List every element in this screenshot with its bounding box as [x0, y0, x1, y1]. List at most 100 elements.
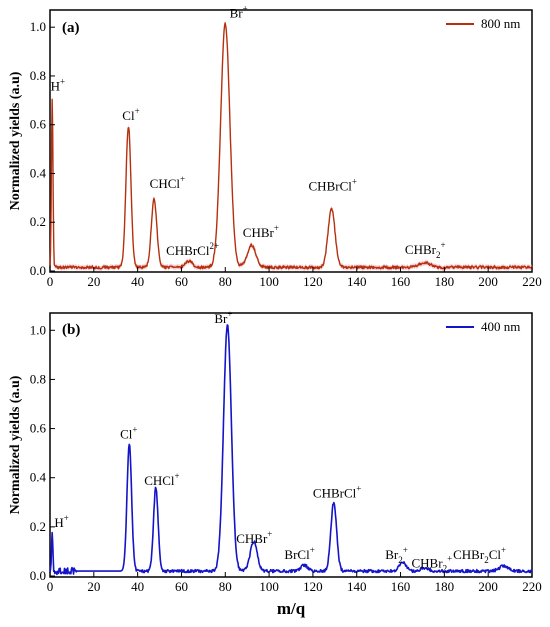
peak-label-sup: + — [356, 483, 361, 493]
peak-label-base: Br — [385, 547, 399, 562]
x-tick-label: 180 — [435, 579, 455, 594]
x-tick-label: 40 — [131, 579, 144, 594]
panel-b-chart: 0 20 40 60 80 100 120 140 160 180 200 220 0.0 0.2 0.4 0… — [8, 309, 542, 594]
peak-label-base: CHBr — [243, 225, 275, 240]
peak-label: CHBr2Cl+ — [453, 545, 506, 565]
x-tick-label: 0 — [47, 274, 54, 289]
x-tick-label: 200 — [478, 274, 498, 289]
peak-label-sup: + — [403, 545, 408, 555]
y-tick-label: 0.4 — [30, 470, 47, 485]
peak-label-base: H — [51, 79, 60, 94]
peak-label: Cl+ — [122, 106, 139, 123]
y-tick-label: 0.2 — [30, 214, 46, 229]
peak-label-sub: 2 — [484, 555, 489, 565]
peak-label: CHBr+ — [243, 223, 279, 240]
peak-label: H+ — [51, 77, 65, 94]
x-tick-label: 20 — [87, 579, 100, 594]
peak-label-sup: + — [274, 223, 279, 233]
peak-label: CHBr+ — [236, 529, 272, 546]
panel-a-frame — [49, 9, 533, 273]
peak-label: Br2+ — [385, 545, 408, 565]
peak-label: BrCl+ — [284, 545, 314, 562]
x-tick-label: 160 — [391, 274, 411, 289]
panel-a-label: (a) — [62, 20, 80, 36]
peak-label-base: CHBrCl — [313, 485, 357, 500]
peak-label: CHCl+ — [150, 174, 185, 191]
panel-a-y-axis-label: Normalized yields (a.u) — [8, 71, 23, 210]
x-tick-label: 80 — [219, 579, 232, 594]
peak-label-sub: 2 — [443, 563, 448, 573]
peak-label-base: CHBr — [236, 531, 268, 546]
peak-label-sup: + — [447, 553, 452, 563]
x-tick-label: 180 — [435, 274, 455, 289]
peak-label-base: Br — [214, 311, 228, 326]
y-tick-label: 0.0 — [30, 568, 46, 583]
series-400nm-line — [49, 324, 533, 576]
peak-label-sup: + — [501, 545, 506, 555]
x-tick-label: 140 — [347, 274, 367, 289]
peak-label: CHCl+ — [144, 471, 179, 488]
peak-label-base: CHCl — [144, 473, 175, 488]
x-tick-label: 40 — [131, 274, 144, 289]
peak-label-base: Br — [230, 5, 244, 20]
y-tick-label: 0.6 — [30, 421, 47, 436]
y-tick-label: 1.0 — [30, 322, 46, 337]
x-tick-label: 60 — [175, 579, 188, 594]
peak-label-sup: + — [60, 77, 65, 87]
peak-label: CHBrCl+ — [313, 483, 361, 500]
panel-b-frame — [49, 312, 533, 578]
peak-label-sup: + — [132, 424, 137, 434]
peak-label-base: CHBr — [453, 547, 485, 562]
series-800nm-fill — [50, 20, 532, 272]
peak-label-base: H — [54, 515, 63, 530]
x-tick-label: 220 — [522, 274, 542, 289]
series-800nm-line — [49, 22, 533, 270]
panel-a-chart: 0 20 40 60 80 100 120 140 160 180 200 220 0.0 0.2 0.4 0… — [8, 3, 542, 289]
x-tick-label: 220 — [522, 579, 542, 594]
y-tick-label: 0.8 — [30, 68, 46, 83]
peak-label-sup: + — [175, 471, 180, 481]
peak-label-sup: + — [227, 309, 232, 319]
peak-label: Br+ — [214, 309, 232, 326]
legend-a-label: 800 nm — [481, 16, 520, 31]
peak-label-sup: + — [243, 3, 248, 13]
legend-a: 800 nm — [446, 16, 520, 31]
peak-label: CHBrCl+ — [309, 177, 357, 194]
y-tick-label: 0.0 — [30, 263, 46, 278]
peak-label: CHBrCl2+ — [166, 241, 219, 258]
y-tick-label: 0.4 — [30, 165, 47, 180]
y-tick-label: 1.0 — [30, 19, 46, 34]
legend-b-label: 400 nm — [481, 319, 520, 334]
peak-label-sup: + — [135, 106, 140, 116]
peak-label-sup: + — [180, 174, 185, 184]
peak-label-base: CHBrCl — [166, 243, 210, 258]
peak-label-sub: 2 — [398, 555, 403, 565]
panel-b-y-axis-label: Normalized yields (a.u) — [8, 375, 23, 514]
peak-label-sub: 2 — [436, 250, 441, 260]
x-tick-label: 60 — [175, 274, 188, 289]
peak-label-sup: + — [352, 177, 357, 187]
peak-label-mid: Cl — [489, 547, 502, 562]
peak-label-base: CHBrCl — [309, 179, 353, 194]
peak-label-sup: + — [64, 513, 69, 523]
x-axis-label: m/q — [277, 599, 306, 618]
x-tick-label: 100 — [259, 274, 279, 289]
x-tick-label: 120 — [303, 579, 323, 594]
x-tick-label: 140 — [347, 579, 367, 594]
x-tick-label: 160 — [391, 579, 411, 594]
x-tick-label: 120 — [303, 274, 323, 289]
peak-label-base: BrCl — [284, 547, 310, 562]
x-tick-label: 20 — [87, 274, 100, 289]
peak-label-base: Cl — [120, 426, 133, 441]
peak-label-base: CHBr — [405, 242, 437, 257]
x-tick-label: 200 — [478, 579, 498, 594]
y-tick-label: 0.6 — [30, 117, 47, 132]
peak-label: Cl+ — [120, 424, 137, 441]
peak-label-base: CHBr — [412, 555, 444, 570]
peak-label: H+ — [54, 513, 68, 530]
peak-label: CHBr2+ — [412, 553, 453, 573]
peak-label: Br+ — [230, 3, 248, 20]
legend-b: 400 nm — [446, 319, 520, 334]
peak-label-base: CHCl — [150, 176, 181, 191]
